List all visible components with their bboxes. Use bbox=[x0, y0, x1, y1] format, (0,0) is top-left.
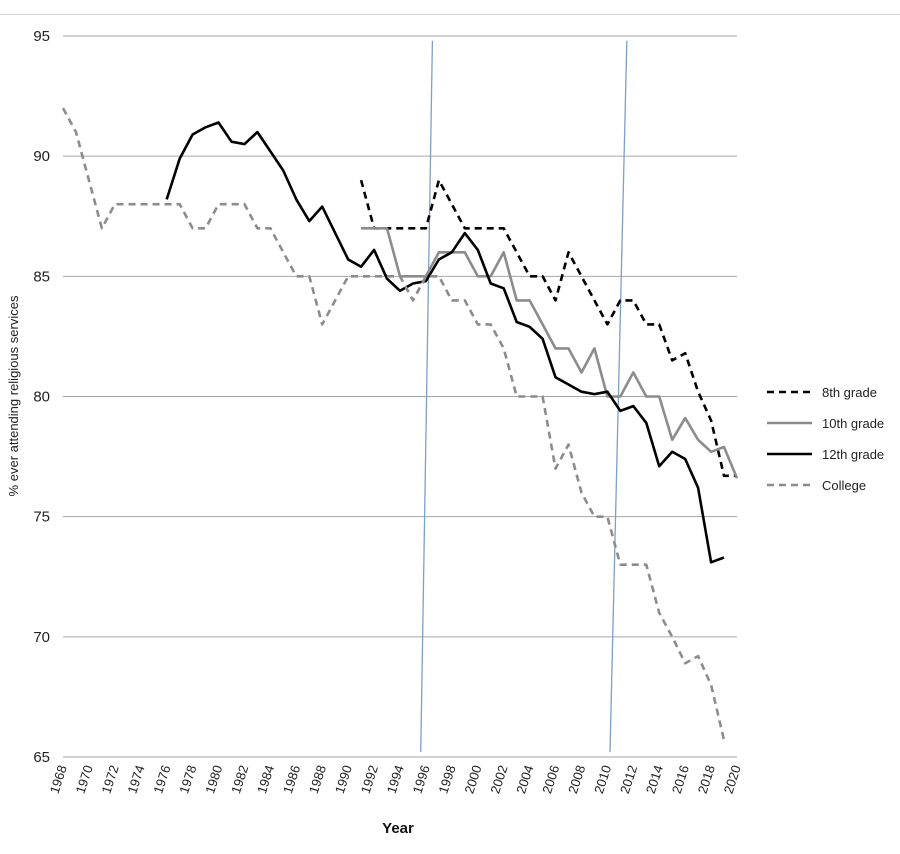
x-tick-label: 1986 bbox=[280, 763, 303, 795]
y-tick-label: 85 bbox=[33, 268, 50, 285]
x-tick-label: 1980 bbox=[202, 763, 225, 795]
x-tick-label: 2014 bbox=[643, 763, 666, 795]
x-tick-labels: 1968 1970 1972 1974 1976 1978 1980 1982 1984 1986… bbox=[47, 763, 744, 795]
x-tick-label: 1998 bbox=[435, 763, 458, 795]
series-lines bbox=[61, 107, 739, 741]
x-tick-label: 1976 bbox=[150, 763, 173, 795]
x-tick-label: 2012 bbox=[617, 763, 640, 795]
y-axis-title: % ever attending religious services bbox=[6, 295, 21, 496]
x-tick-label: 1974 bbox=[124, 763, 147, 795]
x-tick-label: 1982 bbox=[228, 763, 251, 795]
x-tick-label: 2004 bbox=[513, 763, 536, 795]
legend-label: 10th grade bbox=[822, 416, 884, 431]
x-tick-label: 1970 bbox=[73, 763, 96, 795]
series-line bbox=[361, 227, 739, 479]
x-tick-label: 2018 bbox=[695, 763, 718, 795]
x-tick-label: 1984 bbox=[254, 763, 277, 795]
x-tick-label: 1990 bbox=[332, 763, 355, 795]
x-axis-title: Year bbox=[382, 820, 414, 837]
x-tick-label: 2016 bbox=[669, 763, 692, 795]
y-tick-label: 95 bbox=[33, 28, 50, 45]
x-tick-label: 1978 bbox=[176, 763, 199, 795]
legend: 8th grade 10th grade 12th grade College bbox=[767, 385, 884, 493]
legend-label: College bbox=[822, 478, 866, 493]
x-tick-label: 2000 bbox=[461, 763, 484, 795]
annotation-line bbox=[420, 40, 434, 753]
x-tick-label: 2008 bbox=[565, 763, 588, 795]
y-tick-label: 65 bbox=[33, 749, 50, 766]
top-border bbox=[0, 14, 900, 15]
y-tick-labels: 65 70 75 80 85 90 95 bbox=[33, 28, 50, 766]
x-tick-label: 1996 bbox=[410, 763, 433, 795]
x-tick-label: 1992 bbox=[358, 763, 381, 795]
y-tick-label: 75 bbox=[33, 509, 50, 526]
x-tick-label: 1972 bbox=[98, 763, 121, 795]
x-tick-label: 1968 bbox=[47, 763, 70, 795]
y-tick-label: 70 bbox=[33, 629, 50, 646]
x-tick-label: 1994 bbox=[384, 763, 407, 795]
legend-label: 8th grade bbox=[822, 385, 877, 400]
x-tick-label: 1988 bbox=[306, 763, 329, 795]
y-tick-label: 90 bbox=[33, 148, 50, 165]
series-line bbox=[61, 107, 726, 741]
x-tick-label: 2020 bbox=[721, 763, 744, 795]
legend-label: 12th grade bbox=[822, 447, 884, 462]
y-tick-label: 80 bbox=[33, 389, 50, 406]
series-line bbox=[165, 121, 725, 564]
series-line bbox=[359, 178, 737, 478]
x-tick-label: 2006 bbox=[539, 763, 562, 795]
x-tick-label: 2010 bbox=[591, 763, 614, 795]
gridlines bbox=[63, 35, 737, 758]
x-tick-label: 2002 bbox=[487, 763, 510, 795]
